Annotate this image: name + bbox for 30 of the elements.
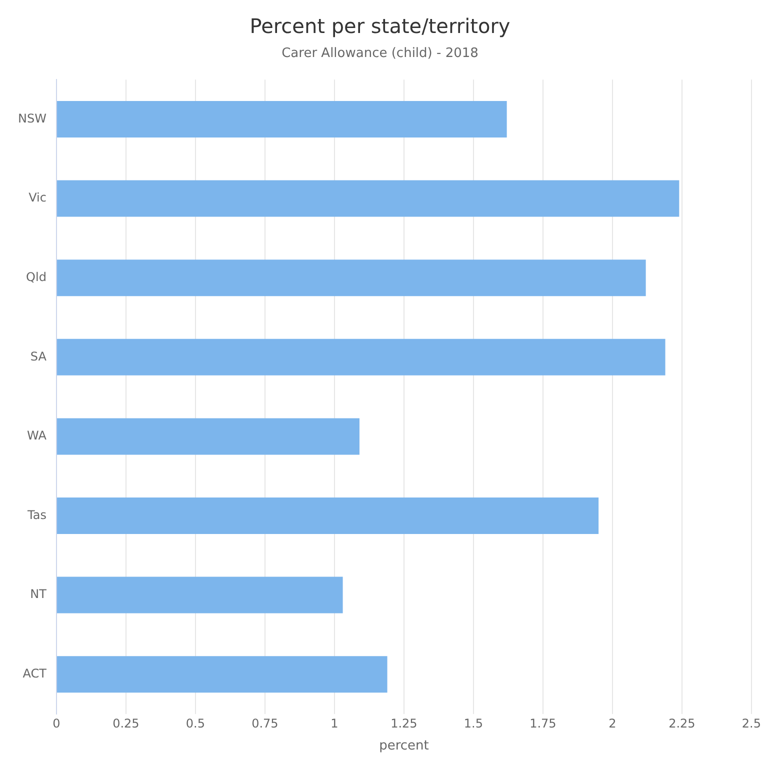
x-tick-label: 1 <box>330 716 338 730</box>
y-tick-label: NT <box>30 587 48 602</box>
chart-subtitle: Carer Allowance (child) - 2018 <box>282 46 478 62</box>
bar <box>56 260 646 296</box>
x-tick-label: 1.25 <box>390 716 418 730</box>
x-tick-label: 2.5 <box>742 716 762 730</box>
x-tick-label: 1.5 <box>464 716 484 730</box>
y-tick-label: ACT <box>22 666 48 680</box>
x-tick-label: 1.75 <box>530 716 556 730</box>
x-tick-label: 0.75 <box>252 716 278 730</box>
bar <box>56 418 360 455</box>
x-axis-title: percent <box>379 738 429 754</box>
y-tick-label: WA <box>27 428 48 443</box>
chart-title: Percent per state/territory <box>250 14 510 38</box>
x-tick-label: 2.25 <box>668 716 696 730</box>
y-tick-label: SA <box>30 349 48 364</box>
bar <box>56 576 343 614</box>
bar <box>56 101 507 138</box>
y-tick-label: Vic <box>28 190 46 205</box>
x-tick-label: 0.25 <box>112 716 140 730</box>
bar <box>56 180 680 217</box>
y-tick-label: Tas <box>26 508 46 522</box>
y-tick-label: NSW <box>18 111 47 126</box>
x-tick-label: 2 <box>608 716 616 730</box>
x-tick-label: 0.5 <box>186 716 206 730</box>
bar <box>56 338 666 376</box>
bar <box>56 656 388 693</box>
x-tick-label: 0 <box>52 716 60 730</box>
bar <box>56 498 599 534</box>
y-tick-label: Qld <box>26 270 46 284</box>
